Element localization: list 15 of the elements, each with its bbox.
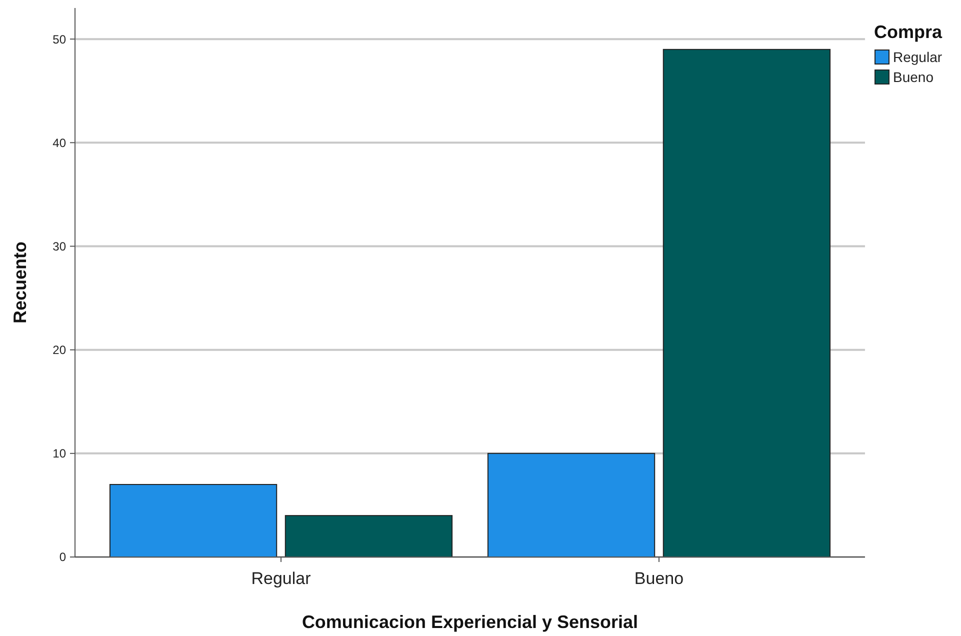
bar (109, 484, 278, 558)
y-tick-label: 50 (52, 32, 66, 46)
y-tick-label: 30 (52, 239, 66, 254)
y-tick-label: 40 (52, 136, 66, 150)
legend-label: Regular (893, 49, 942, 65)
y-axis-title: Recuento (10, 241, 30, 324)
x-axis-title: Comunicacion Experiencial y Sensorial (302, 612, 638, 632)
bar (662, 48, 831, 558)
legend-label: Bueno (893, 69, 934, 85)
bar (284, 515, 453, 558)
y-tick-label: 0 (59, 550, 66, 564)
y-tick-label: 10 (52, 446, 66, 461)
y-tick-label: 20 (52, 343, 66, 358)
legend-title: Compra (874, 22, 943, 42)
bar (487, 452, 656, 558)
